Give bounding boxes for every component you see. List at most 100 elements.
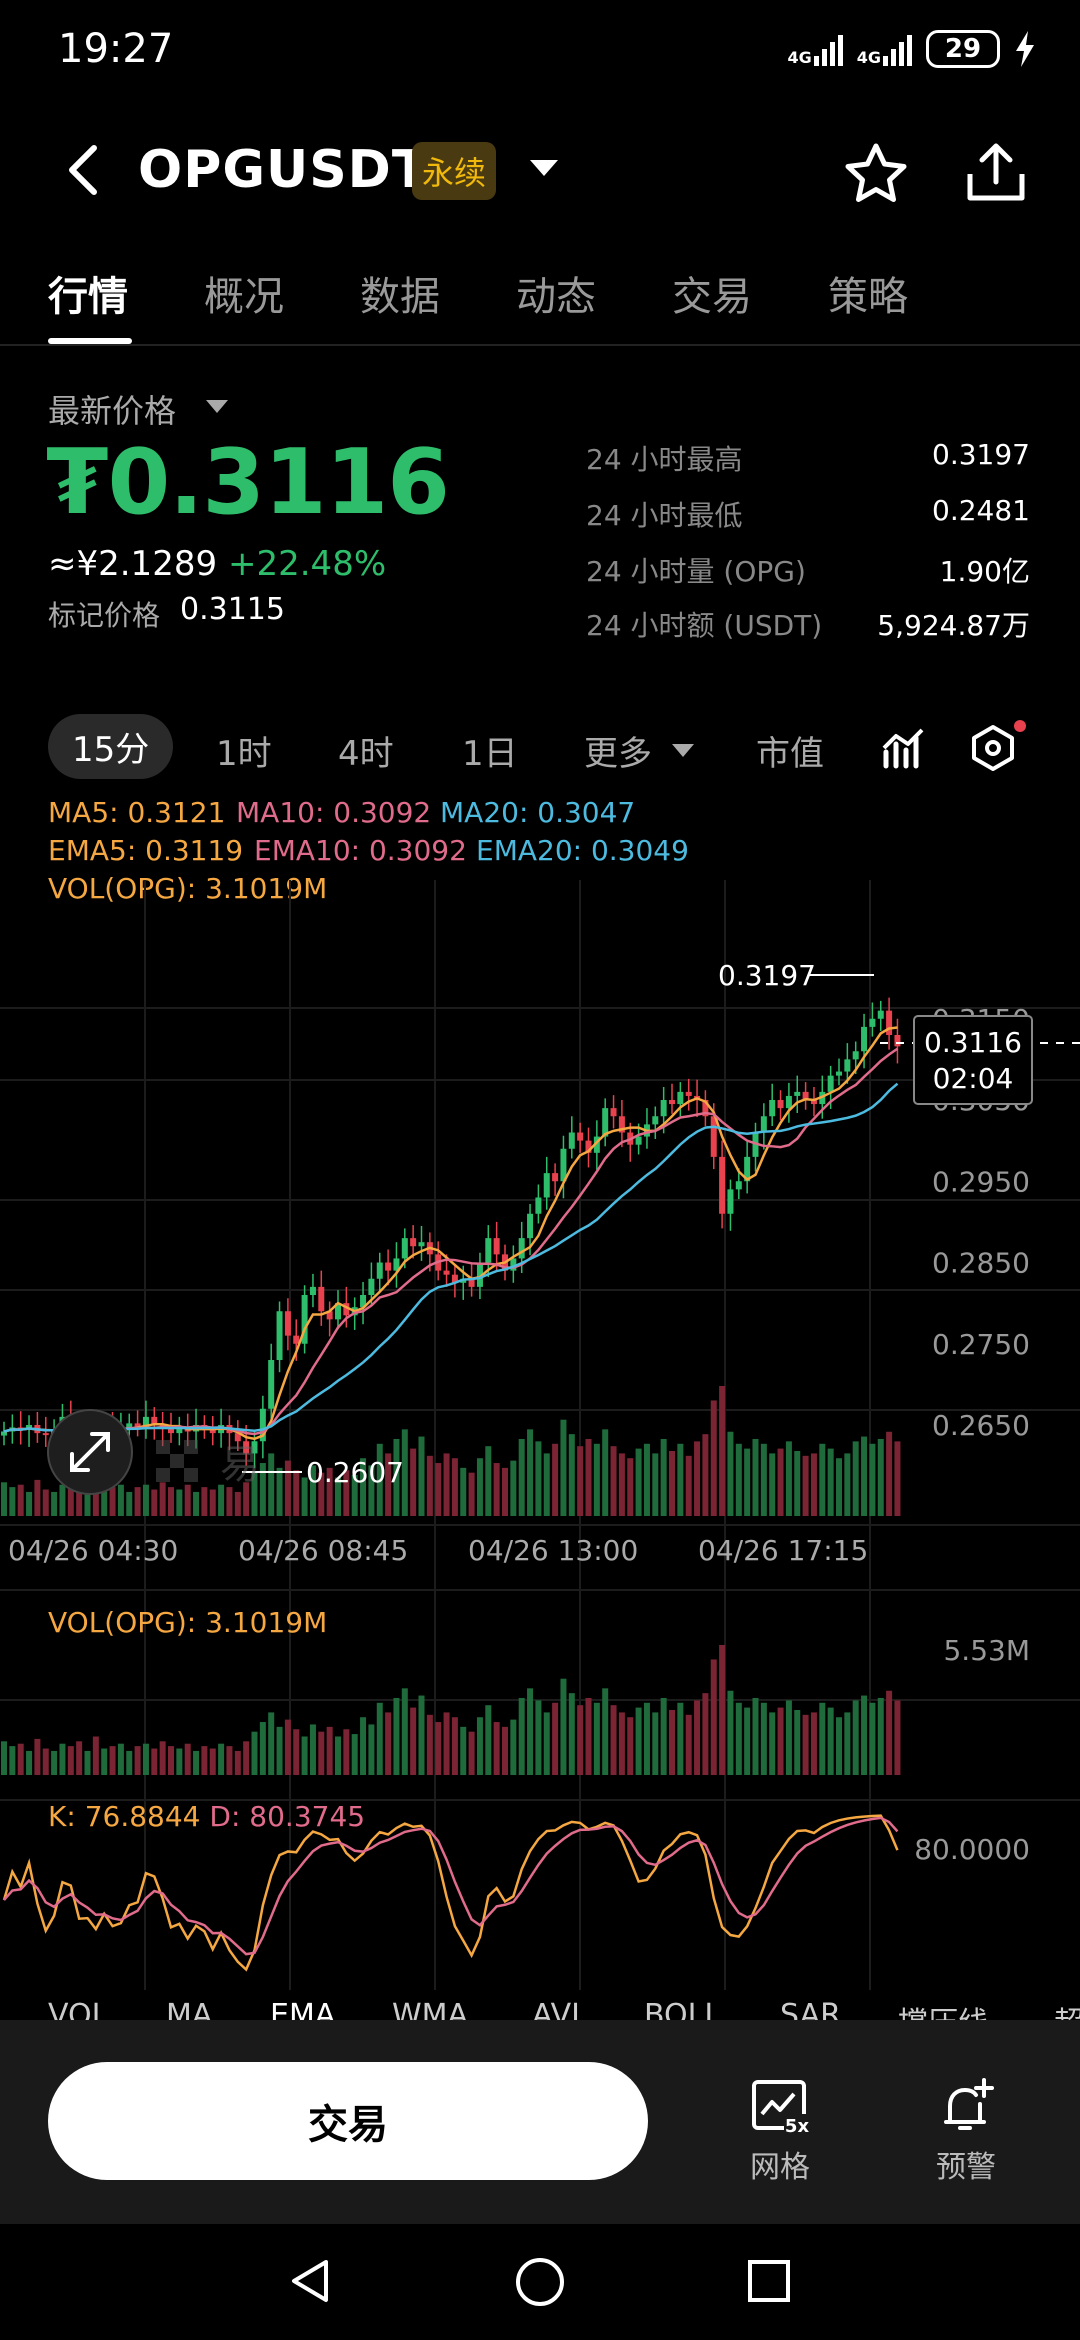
- volume-panel-bar: [560, 1678, 567, 1775]
- indicator-chart-icon[interactable]: [880, 724, 926, 770]
- tab-trade[interactable]: 交易: [672, 274, 752, 320]
- favorite-star-icon[interactable]: [840, 138, 912, 210]
- nav-recents-icon[interactable]: [746, 2258, 792, 2304]
- alert-button[interactable]: 预警: [906, 2078, 1026, 2186]
- bottom-action-bar: 交易 5x 网格 预警: [0, 2020, 1080, 2224]
- volume-bar: [276, 1467, 283, 1516]
- volume-panel-bar: [435, 1722, 442, 1775]
- tab-overview[interactable]: 概况: [204, 274, 284, 320]
- volume-panel-bar: [677, 1702, 684, 1775]
- volume-panel-bar: [176, 1748, 183, 1775]
- volume-panel-bar: [861, 1695, 868, 1775]
- volume-bar: [669, 1451, 675, 1516]
- candle-body: [836, 1071, 842, 1076]
- volume-bar: [193, 1491, 200, 1516]
- candle-body: [259, 1408, 266, 1442]
- tab-data[interactable]: 数据: [360, 274, 440, 320]
- high-price-marker: 0.3197: [718, 959, 874, 992]
- volume-bar: [593, 1443, 600, 1516]
- volume-panel-bar: [802, 1714, 809, 1775]
- candle-body: [727, 1189, 734, 1214]
- indicator-avl[interactable]: AVL: [532, 1998, 588, 2020]
- share-icon[interactable]: [960, 136, 1032, 208]
- candle-body: [702, 1100, 709, 1117]
- k-value: K: 76.8844: [48, 1800, 201, 1833]
- volume-panel-bar: [836, 1717, 842, 1775]
- volume-bar: [677, 1443, 684, 1516]
- timeframe-15m[interactable]: 15分: [48, 714, 174, 779]
- volume-bar: [251, 1472, 258, 1516]
- indicator-support-resistance[interactable]: 撑压线: [898, 1998, 988, 2020]
- market-cap-toggle[interactable]: 市值: [756, 734, 824, 774]
- volume-panel-bar: [293, 1729, 300, 1775]
- volume-bar: [543, 1453, 550, 1516]
- back-icon[interactable]: [58, 140, 108, 200]
- symbol-title[interactable]: OPGUSDT: [138, 140, 429, 200]
- nav-back-icon[interactable]: [286, 2256, 336, 2306]
- candle-body: [326, 1311, 333, 1320]
- timeframe-more[interactable]: 更多: [584, 734, 652, 774]
- volume-panel-bar: [510, 1719, 517, 1775]
- volume-bar: [268, 1453, 275, 1516]
- expand-icon: [70, 1432, 110, 1472]
- volume-panel-bar: [385, 1712, 392, 1775]
- indicator-ema[interactable]: EMA: [270, 1998, 336, 2020]
- indicator-vol[interactable]: VOL: [48, 1998, 109, 2020]
- volume-bar: [318, 1472, 325, 1516]
- volume-panel-bar: [744, 1707, 751, 1775]
- volume-bar: [727, 1431, 734, 1516]
- grid-button[interactable]: 5x 网格: [720, 2078, 840, 2186]
- volume-panel-bar: [343, 1729, 350, 1775]
- volume-panel-bar: [769, 1712, 776, 1775]
- candle-countdown: 02:04: [933, 1062, 1014, 1095]
- tab-strategy[interactable]: 策略: [828, 274, 908, 320]
- tab-news[interactable]: 动态: [516, 274, 596, 320]
- volume-bar: [209, 1489, 216, 1516]
- volume-bar: [34, 1479, 41, 1516]
- candle-body: [535, 1197, 542, 1214]
- timeframe-1d[interactable]: 1日: [462, 734, 518, 774]
- volume-bar: [243, 1482, 250, 1516]
- nav-home-icon[interactable]: [514, 2256, 566, 2308]
- volume-bar: [585, 1438, 592, 1516]
- candle-body: [877, 1010, 884, 1019]
- high-marker-text: 0.3197: [718, 959, 816, 992]
- symbol-dropdown-caret-icon[interactable]: [530, 160, 558, 176]
- volume-panel-bar: [368, 1724, 375, 1775]
- volume-panel-bar: [593, 1702, 600, 1775]
- indicator-more[interactable]: 超: [1054, 1998, 1080, 2020]
- ma5-line: [3, 1026, 898, 1441]
- volume-bar: [142, 1484, 149, 1516]
- tab-market[interactable]: 行情: [48, 274, 128, 320]
- volume-panel-bar: [810, 1712, 817, 1775]
- volume-panel-bar: [669, 1710, 675, 1775]
- expand-button[interactable]: [47, 1409, 133, 1495]
- trade-button[interactable]: 交易: [48, 2062, 648, 2180]
- candle-body: [568, 1132, 575, 1149]
- indicator-wma[interactable]: WMA: [392, 1998, 469, 2020]
- volume-panel-bar: [502, 1726, 508, 1775]
- candle-body: [577, 1132, 584, 1141]
- candle-body: [552, 1173, 559, 1182]
- chart-settings-icon[interactable]: [970, 724, 1016, 772]
- volume-bar: [643, 1443, 650, 1516]
- status-time: 19:27: [58, 26, 174, 72]
- indicator-boll[interactable]: BOLL: [644, 1998, 722, 2020]
- time-axis-label: 04/26 04:30: [8, 1534, 178, 1567]
- current-price-box[interactable]: 0.3116 02:04: [913, 1015, 1033, 1105]
- timeframe-1h[interactable]: 1时: [216, 734, 272, 774]
- indicator-sar[interactable]: SAR: [780, 1998, 841, 2020]
- latest-price-label[interactable]: 最新价格: [48, 392, 177, 430]
- network-1-label: 4G: [787, 48, 812, 67]
- volume-panel-bar: [335, 1736, 341, 1775]
- latest-price-caret-icon[interactable]: [206, 400, 228, 413]
- candle-body: [1, 1431, 7, 1436]
- volume-bar: [635, 1448, 642, 1516]
- d-line: [3, 1816, 899, 1956]
- volume-bar: [877, 1438, 884, 1516]
- volume-panel-bar: [719, 1645, 726, 1775]
- more-caret-icon[interactable]: [672, 744, 694, 757]
- indicator-ma[interactable]: MA: [166, 1998, 213, 2020]
- timeframe-4h[interactable]: 4时: [338, 734, 394, 774]
